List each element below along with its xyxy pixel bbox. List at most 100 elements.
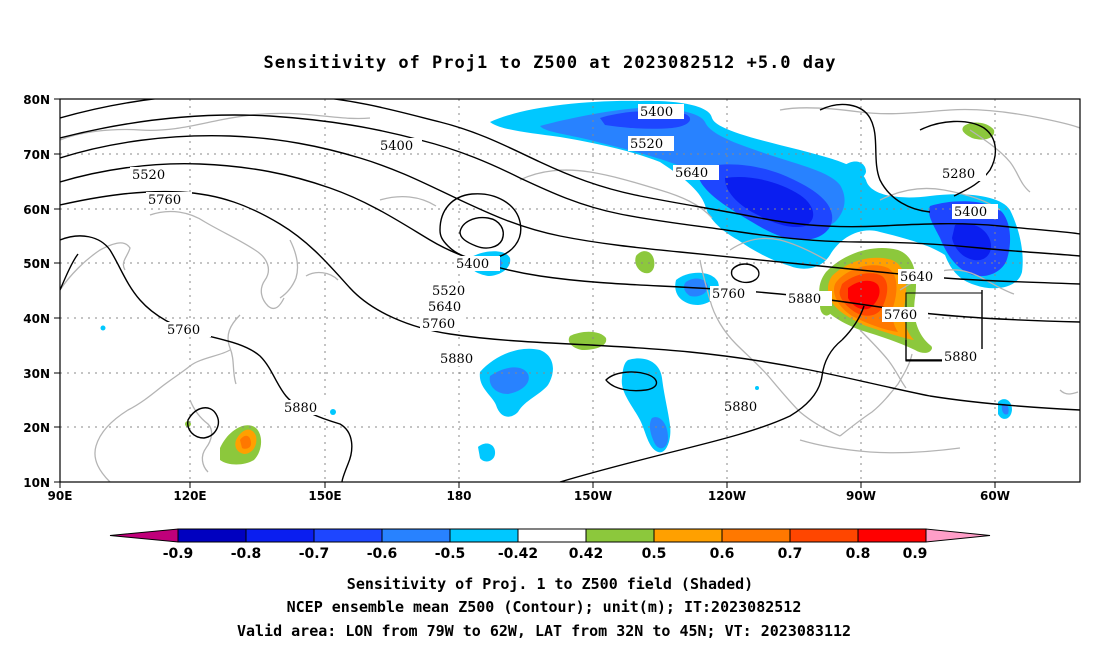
colorbar-segment [857, 528, 927, 543]
contour-label-text: 5880 [440, 352, 473, 367]
colorbar-segment [313, 528, 383, 543]
lat-label: 70N [23, 148, 50, 162]
shade-wp-06 [240, 435, 252, 449]
shade-arctic-east [845, 161, 866, 180]
colorbar-segment [789, 528, 859, 543]
contour-label: 5760 [710, 286, 756, 302]
shade-dot-b [330, 409, 336, 415]
contour-label-text: 5760 [884, 308, 917, 323]
colorbar-label: -0.42 [498, 546, 538, 562]
contour-label-text: 5880 [788, 292, 821, 307]
colorbar-label: 0.42 [569, 546, 604, 562]
contour-label: 5880 [786, 291, 832, 307]
colorbar-label: 0.8 [846, 546, 871, 562]
shade-pacific-mid-core [649, 417, 668, 449]
lat-label: 30N [23, 367, 50, 381]
shade-atlantic-south-core [1001, 403, 1009, 415]
contour-label: 5400 [952, 204, 998, 220]
lat-label: 60N [23, 203, 50, 217]
colorbar-label: -0.8 [231, 546, 262, 562]
contour-label: 5760 [146, 192, 192, 208]
contour-label: 5760 [882, 307, 928, 323]
lon-label: 90E [48, 489, 73, 503]
contour-label: 5280 [940, 166, 986, 182]
caption-valid-area: Valid area: LON from 79W to 62W, LAT fro… [237, 622, 851, 640]
colorbar-label: 0.9 [903, 546, 928, 562]
contour-label: 5400 [378, 138, 422, 154]
contour-label: 5880 [722, 399, 768, 415]
contour-label-text: 5760 [148, 193, 181, 208]
axis-ticks [54, 98, 996, 488]
contour-label-text: 5400 [640, 105, 673, 120]
longitude-labels: 90E 120E 150E 180 150W 120W 90W 60W [48, 489, 1010, 503]
graticule [60, 99, 1080, 482]
shade-dot-c [755, 386, 759, 390]
colorbar-labels: -0.9 -0.8 -0.7 -0.6 -0.5 -0.42 0.42 0.5 … [163, 546, 928, 562]
caption-shading: Sensitivity of Proj. 1 to Z500 field (Sh… [347, 575, 753, 593]
contour-label: 5520 [130, 167, 176, 183]
caption-contour: NCEP ensemble mean Z500 (Contour); unit(… [287, 598, 802, 616]
contour-label: 5760 [165, 322, 211, 338]
contour-label-text: 5640 [428, 300, 461, 315]
colorbar [109, 528, 991, 543]
contour-label: 5880 [438, 351, 484, 367]
lon-label: 60W [980, 489, 1010, 503]
shade-florida [820, 304, 831, 316]
contour-label-text: 5760 [422, 317, 455, 332]
lon-label: 180 [446, 489, 471, 503]
lon-label: 90W [846, 489, 876, 503]
contour-label-text: 5760 [167, 323, 200, 338]
colorbar-label: -0.6 [367, 546, 398, 562]
shade-canada-inner [725, 176, 814, 228]
contour-label-text: 5400 [456, 257, 489, 272]
colorbar-label: 0.6 [710, 546, 735, 562]
contour-label: 5520 [430, 283, 476, 299]
shade-pacific-west-core [489, 367, 529, 394]
contour-label-text: 5640 [900, 270, 933, 285]
contour-labels: 5400 5520 5640 5760 5760 5400 5520 5640 … [130, 104, 998, 416]
contour-label: 5880 [282, 400, 328, 416]
lat-label: 80N [23, 93, 50, 107]
colorbar-over-triangle [925, 528, 991, 543]
contour-label: 5760 [420, 316, 466, 332]
colorbar-label: -0.7 [299, 546, 330, 562]
colorbar-segment [721, 528, 791, 543]
coastlines [60, 107, 1080, 482]
colorbar-label: 0.7 [778, 546, 803, 562]
contour-label: 5400 [454, 256, 500, 272]
lat-label: 20N [23, 421, 50, 435]
shade-atlantic-inner [952, 223, 992, 261]
colorbar-segment [449, 528, 519, 543]
map-frame [59, 98, 1081, 483]
shade-pacific-south [478, 443, 496, 462]
contour-label-text: 5400 [954, 205, 987, 220]
contour-label-text: 5880 [284, 401, 317, 416]
map-panel: 5400 5520 5640 5760 5760 5400 5520 5640 … [60, 99, 1080, 482]
lat-label: 40N [23, 312, 50, 326]
contour-label: 5400 [638, 104, 684, 120]
contour-label: 5520 [628, 136, 674, 152]
contour-label-text: 5640 [675, 166, 708, 181]
colorbar-label: -0.5 [435, 546, 466, 562]
lon-label: 150W [574, 489, 612, 503]
contour-label-text: 5520 [630, 137, 663, 152]
contour-label-text: 5520 [132, 168, 165, 183]
shade-east-us-08 [848, 280, 880, 310]
colorbar-segment [381, 528, 451, 543]
contour-label-text: 5880 [944, 350, 977, 365]
colorbar-segment [653, 528, 723, 543]
contour-label-text: 5760 [712, 287, 745, 302]
colorbar-label: -0.9 [163, 546, 194, 562]
contour-label-text: 5280 [942, 167, 975, 182]
contour-label: 5640 [426, 299, 472, 315]
contour-label: 5640 [898, 269, 944, 285]
shade-dot-a [100, 325, 106, 331]
colorbar-segment [245, 528, 315, 543]
shade-pacific-042 [635, 251, 655, 274]
contour-label: 5880 [942, 349, 988, 365]
lat-label: 10N [23, 476, 50, 490]
lon-label: 120W [708, 489, 746, 503]
lon-label: 120E [173, 489, 206, 503]
shade-alaska [962, 122, 995, 140]
